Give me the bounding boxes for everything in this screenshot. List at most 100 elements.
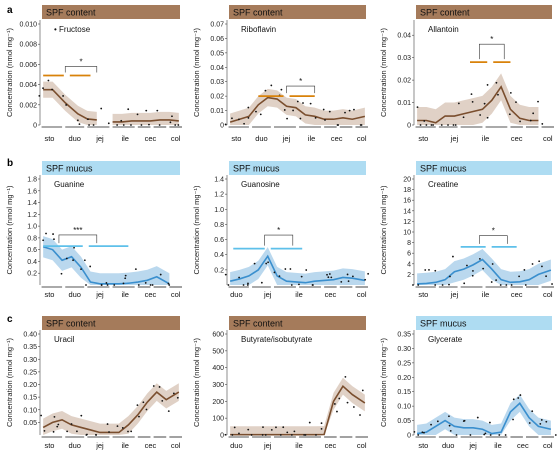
x-tick-label: duo <box>442 441 455 450</box>
data-point <box>304 434 307 436</box>
x-tick-label: duo <box>230 290 243 299</box>
data-point <box>347 280 350 283</box>
data-point <box>176 396 179 399</box>
metabolite-name: Glycerate <box>428 335 463 344</box>
data-point <box>145 109 148 112</box>
data-point <box>261 434 264 436</box>
data-point <box>482 267 485 270</box>
x-tick-label: jej <box>450 290 459 299</box>
y-tick-label: 0 <box>33 123 37 130</box>
data-point <box>105 282 108 284</box>
y-tick-label: 0.2 <box>27 271 37 278</box>
data-point <box>279 434 282 436</box>
data-point <box>56 425 59 428</box>
data-point <box>454 124 457 126</box>
metabolite-name: Guanine <box>54 180 85 189</box>
data-point <box>224 123 227 126</box>
data-point <box>264 89 267 92</box>
data-point <box>282 426 285 429</box>
x-tick-label: duo <box>230 441 243 450</box>
x-tick-label: jej <box>263 290 272 299</box>
y-axis-label: Concentration (nmol mg⁻¹) <box>379 338 388 427</box>
x-tick-label: jej <box>95 134 104 143</box>
data-point <box>470 93 473 96</box>
data-point <box>292 109 294 112</box>
data-point <box>233 426 236 429</box>
data-point <box>113 284 116 286</box>
y-tick-label: 0.10 <box>397 404 411 411</box>
data-point <box>529 119 532 122</box>
data-point <box>243 122 245 125</box>
data-point <box>45 232 47 235</box>
data-point <box>554 434 557 436</box>
chart-panel: SPF content Butyrate/isobutyrate 0 100 200 30… <box>192 316 368 450</box>
y-tick-label: 1.2 <box>27 212 37 219</box>
x-tick-label: cec <box>331 134 343 143</box>
data-point <box>260 281 263 284</box>
data-point <box>478 257 481 260</box>
data-point <box>145 408 148 411</box>
data-point <box>80 414 83 417</box>
x-tick-label: cec <box>511 134 523 143</box>
y-tick-label: 0.01 <box>397 100 411 107</box>
data-point <box>469 434 472 436</box>
data-point <box>434 284 437 286</box>
data-point <box>116 425 119 428</box>
y-tick-label: 0.4 <box>27 259 37 266</box>
panel-header <box>229 316 366 330</box>
data-point <box>490 281 493 283</box>
y-tick-label: 20 <box>403 177 411 184</box>
data-point <box>303 434 306 436</box>
data-point <box>47 79 50 82</box>
confidence-band <box>417 394 551 435</box>
y-tick-label: 0.25 <box>23 369 37 376</box>
x-tick-label: col <box>543 290 553 299</box>
data-point <box>512 398 515 401</box>
y-tick-label: 18 <box>403 187 411 194</box>
x-tick-label: jej <box>468 441 477 450</box>
significance-bracket <box>64 66 98 73</box>
data-point <box>455 434 458 436</box>
data-point <box>227 284 230 286</box>
data-point <box>512 418 514 421</box>
y-tick-label: 1.8 <box>27 177 37 184</box>
series-line <box>229 96 366 123</box>
significance-bracket <box>479 235 508 244</box>
y-tick-label: 12 <box>403 219 411 226</box>
y-axis-label: Concentration (nmol mg⁻¹) <box>192 185 201 274</box>
panel-header <box>229 5 366 19</box>
data-point <box>298 283 300 286</box>
data-point <box>136 113 139 116</box>
x-tick-label: duo <box>68 290 81 299</box>
data-point <box>53 415 56 418</box>
data-point <box>121 427 124 429</box>
x-tick-label: ile <box>482 134 490 143</box>
x-tick-label: ile <box>295 290 303 299</box>
data-point <box>169 121 172 124</box>
data-point <box>70 423 73 425</box>
x-tick-label: duo <box>68 134 81 143</box>
data-point <box>273 271 276 274</box>
y-tick-label: 0.04 <box>210 65 224 72</box>
x-tick-label: col <box>543 441 553 450</box>
data-point <box>60 272 63 275</box>
data-point <box>275 426 277 429</box>
panel-header-label: SPF mucus <box>420 319 467 329</box>
y-tick-label: 0.30 <box>23 357 37 364</box>
data-point <box>462 116 465 119</box>
metabolite-name: • Fructose <box>54 25 91 34</box>
significance-label: * <box>490 35 493 44</box>
data-point <box>265 262 268 265</box>
data-point <box>336 410 338 413</box>
data-point <box>488 421 491 424</box>
y-tick-label: 1.4 <box>214 177 224 184</box>
chart-panel: SPF mucus Glycerate 0 0.05 0.10 0.15 0.20 0.25 0… <box>379 316 557 450</box>
data-point <box>43 429 46 432</box>
y-tick-label: 0.03 <box>397 55 411 62</box>
data-point <box>247 106 250 109</box>
data-point <box>509 91 512 94</box>
x-tick-label: col <box>357 441 367 450</box>
y-tick-label: 0.35 <box>23 344 37 351</box>
data-point <box>510 284 513 286</box>
y-tick-label: 0.05 <box>23 420 37 427</box>
